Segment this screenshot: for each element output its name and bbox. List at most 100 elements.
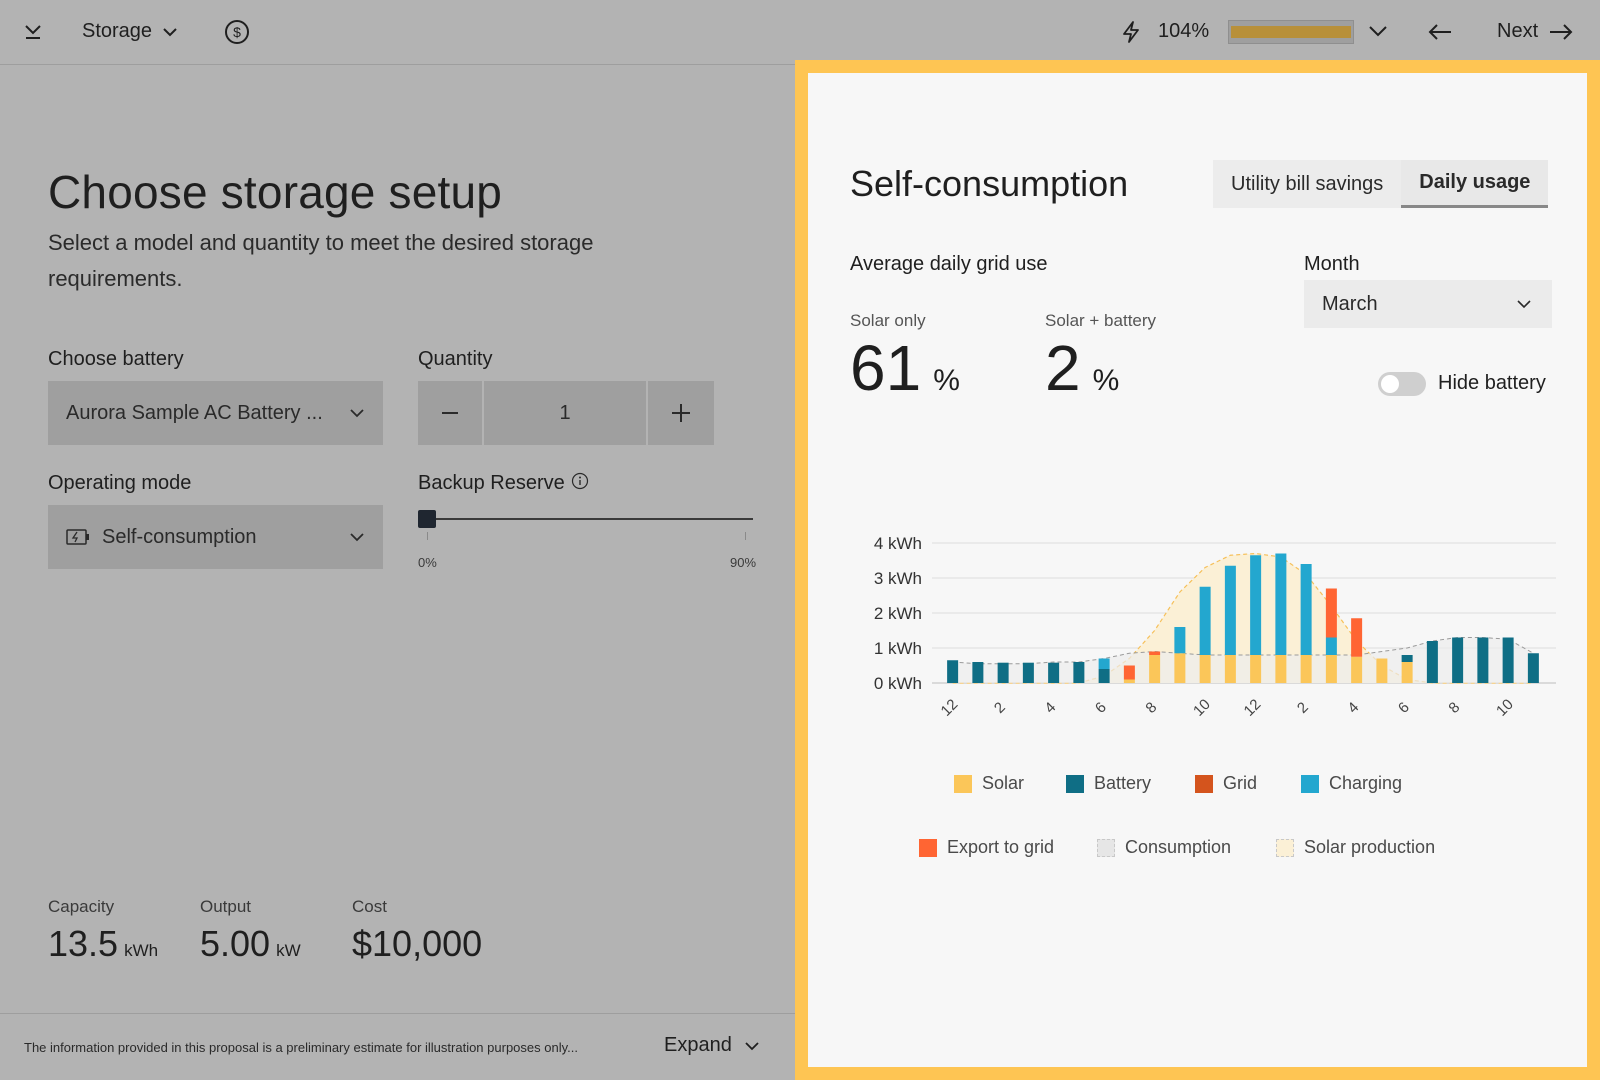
section-label: Storage [82,20,153,42]
collapse-icon[interactable] [22,20,44,42]
x-tick-label: 10 [1493,696,1517,720]
legend-label: Export to grid [947,837,1055,857]
bar-solar [1351,656,1363,683]
expand-button[interactable]: Expand [664,1034,760,1057]
x-tick-label: 2 [1294,699,1312,717]
bar-charging [1224,565,1236,655]
slider-tick [745,532,746,540]
next-button[interactable]: Next [1497,20,1574,43]
bar-export-to-grid [1325,588,1337,638]
quantity-stepper: 1 [418,381,716,445]
offset-percent: 104% [1158,20,1210,42]
bar-solar [1199,655,1211,683]
bar-battery [947,660,959,683]
bar-battery [1022,662,1034,683]
bar-solar [1123,679,1135,683]
bar-battery [1527,653,1539,683]
bar-charging [1174,627,1186,654]
bar-solar [1401,662,1413,683]
legend-swatch [1097,838,1115,857]
legend-item-solar: Solar [954,773,1024,794]
bar-solar [1224,655,1236,683]
backup-reserve-track[interactable] [428,518,753,520]
x-tick-label: 6 [1395,699,1413,717]
toggle-knob [1381,375,1399,393]
backup-max-label: 90% [730,555,757,570]
solar-only-label: Solar only [850,311,926,330]
x-tick-label: 4 [1344,699,1362,717]
bar-battery [1426,641,1438,683]
hide-battery-toggle[interactable] [1378,372,1426,396]
x-tick-label: 4 [1041,699,1059,717]
decrement-button[interactable] [418,381,482,445]
legend-label: Grid [1223,773,1258,793]
bar-battery [997,662,1009,683]
offset-progress-bar [1228,20,1354,44]
bar-export-to-grid [1351,618,1363,657]
solar-battery-value: 2% [1045,332,1120,404]
bar-solar [1250,655,1262,683]
section-dropdown[interactable]: Storage [82,20,178,43]
legend-label: Charging [1329,773,1403,793]
legend-item-grid: Grid [1195,773,1257,794]
bar-charging [1098,658,1110,669]
increment-button[interactable] [648,381,714,445]
battery-select[interactable]: Aurora Sample AC Battery ... [48,381,383,445]
legend-item-consumption: Consumption [1097,837,1231,858]
pricing-icon[interactable]: $ [224,19,250,45]
y-tick-label: 3 kWh [874,569,922,588]
svg-text:$: $ [233,24,241,40]
legend-swatch [1301,774,1319,793]
bar-charging [1275,553,1287,655]
operating-mode-value: Self-consumption [102,525,257,548]
info-icon[interactable] [571,472,589,490]
month-select[interactable]: March [1304,280,1552,328]
quantity-input[interactable]: 1 [484,381,646,445]
legend-swatch [954,774,972,793]
operating-mode-select[interactable]: Self-consumption [48,505,383,569]
tab-utility-bill-savings[interactable]: Utility bill savings [1213,160,1402,208]
legend-item-export-to-grid: Export to grid [919,837,1054,858]
disclaimer-text: The information provided in this proposa… [24,1040,578,1055]
y-tick-label: 4 kWh [874,534,922,553]
bar-charging [1300,564,1312,655]
bar-solar [1275,655,1287,683]
backup-reserve-thumb[interactable] [418,510,436,528]
bar-export-to-grid [1149,651,1161,655]
x-tick-label: 12 [1241,696,1265,720]
minus-icon [442,412,458,414]
output-label: Output [200,897,252,916]
legend-label: Consumption [1125,837,1232,857]
storage-setup-panel: Choose storage setup Select a model and … [0,65,795,1080]
page-subtitle: Select a model and quantity to meet the … [48,230,594,291]
panel-title: Self-consumption [850,163,1129,204]
hide-battery-label: Hide battery [1438,372,1546,394]
bar-export-to-grid [1123,665,1135,680]
chevron-down-icon [1517,300,1531,309]
bar-battery [1098,669,1110,683]
slider-tick [427,532,428,540]
bar-solar [1376,658,1388,683]
consumption-line [952,637,1534,665]
bar-charging [1325,637,1337,655]
legend-item-solar-production: Solar production [1276,837,1435,858]
battery-label: Choose battery [48,348,184,370]
lightning-icon [1120,20,1142,44]
solar-production-area [952,553,1534,683]
bar-battery [972,662,984,683]
legend-label: Solar production [1304,837,1436,857]
backup-reserve-label: Backup Reserve [418,472,565,494]
tab-daily-usage[interactable]: Daily usage [1401,160,1549,208]
cost-value: $10,000 [352,923,483,964]
x-tick-label: 8 [1142,699,1160,717]
y-tick-label: 1 kWh [874,639,922,658]
back-arrow-icon[interactable] [1427,22,1453,42]
battery-value: Aurora Sample AC Battery ... [66,401,323,424]
legend-swatch [1195,774,1213,793]
chevron-down-icon[interactable] [1368,24,1388,38]
solar-battery-label: Solar + battery [1045,311,1157,330]
y-tick-label: 2 kWh [874,604,922,623]
bar-solar [1325,655,1337,683]
legend-swatch [1066,774,1084,793]
cost-label: Cost [352,897,387,916]
